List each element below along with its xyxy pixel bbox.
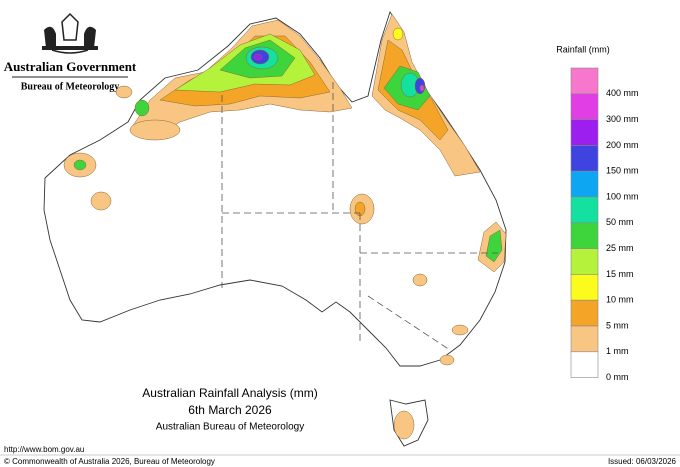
crest (42, 12, 98, 54)
state-borders (221, 82, 498, 351)
legend-swatch (570, 67, 599, 95)
australia-map (43, 10, 507, 447)
legend-label: 15 mm (606, 269, 634, 279)
issued-date: Issued: 06/03/2026 (608, 457, 677, 466)
legend-label: 1 mm (606, 346, 629, 356)
map-credit: Australian Bureau of Meteorology (156, 422, 304, 433)
legend-swatch (570, 93, 599, 120)
legend-label: 50 mm (606, 217, 634, 227)
map-date: 6th March 2026 (188, 403, 272, 417)
legend-swatch (570, 248, 599, 275)
legend-label: 0 mm (606, 372, 629, 382)
legend-label: 200 mm (606, 140, 639, 150)
legend-label: 25 mm (606, 243, 634, 253)
rainfall-areas (63, 13, 507, 440)
legend-swatch (570, 274, 599, 301)
legend-title: Rainfall (mm) (556, 44, 610, 54)
map-title: Australian Rainfall Analysis (mm) (142, 386, 317, 400)
legend-label: 300 mm (606, 114, 639, 124)
legend-swatch (570, 222, 599, 249)
legend-label: 150 mm (606, 166, 639, 176)
legend-label: 400 mm (606, 88, 639, 98)
legend: 400 mm 300 mm 200 mm 150 mm 100 mm 50 mm 25 mm… (570, 67, 639, 382)
government-name: Australian Government (4, 59, 137, 74)
legend-label: 10 mm (606, 295, 634, 305)
legend-swatch (570, 325, 599, 353)
legend-label: 100 mm (606, 191, 639, 201)
legend-swatch (570, 351, 599, 378)
legend-swatch (570, 196, 599, 224)
copyright: © Commonwealth of Australia 2026, Bureau… (4, 457, 215, 466)
legend-label: 5 mm (606, 320, 629, 330)
legend-swatch (570, 119, 599, 146)
url: http://www.bom.gov.au (4, 445, 84, 454)
legend-swatch (570, 170, 599, 198)
legend-swatch (570, 299, 599, 327)
legend-swatch (570, 145, 599, 172)
agency-name: Bureau of Meteorology (21, 81, 120, 92)
